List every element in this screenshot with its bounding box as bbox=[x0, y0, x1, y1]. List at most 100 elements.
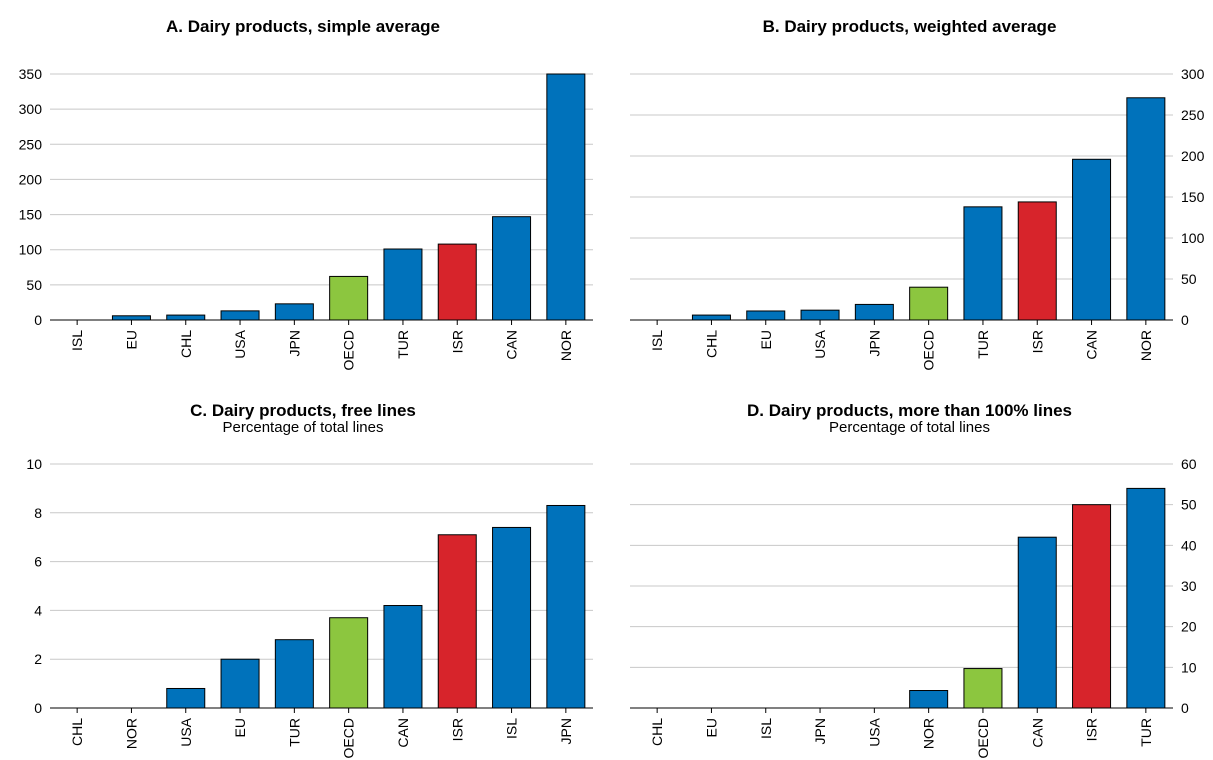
panel-b-chart: 0 50 100 150 200 250 300 ISL CHL EU USA JPN OECD TUR I… bbox=[630, 66, 1205, 370]
x-tick-label-nor: NOR bbox=[558, 330, 574, 361]
y-tick-label: 4 bbox=[34, 602, 42, 618]
bar-jpn bbox=[546, 504, 586, 709]
y-tick-label: 300 bbox=[1181, 66, 1205, 82]
bar-can bbox=[1072, 158, 1112, 321]
x-tick-label-isl: ISL bbox=[758, 718, 774, 739]
x-tick-label-jpn: JPN bbox=[866, 330, 882, 356]
x-tick-label-eu: EU bbox=[758, 330, 774, 349]
panel-a-chart: 0 50 100 150 200 250 300 350 ISL EU CHL USA JPN OECD T… bbox=[19, 66, 593, 370]
x-tick-label-chl: CHL bbox=[649, 718, 665, 746]
x-tick-label-chl: CHL bbox=[703, 330, 719, 358]
x-tick-label-jpn: JPN bbox=[286, 330, 302, 356]
x-tick-label-chl: CHL bbox=[69, 718, 85, 746]
x-tick-label-can: CAN bbox=[1084, 330, 1100, 360]
y-tick-label: 200 bbox=[1181, 148, 1205, 164]
bar-tur bbox=[1126, 487, 1166, 709]
x-tick-label-tur: TUR bbox=[286, 718, 302, 747]
panel-d-subtitle: Percentage of total lines bbox=[829, 419, 990, 436]
panel-d: D. Dairy products, more than 100% lines … bbox=[606, 380, 1213, 760]
bar-isl bbox=[492, 526, 532, 709]
bar-oecd bbox=[963, 668, 1003, 709]
x-tick-label-can: CAN bbox=[1029, 718, 1045, 748]
bar-isr bbox=[437, 243, 477, 321]
x-tick-label-isr: ISR bbox=[449, 330, 465, 353]
x-tick-label-chl: CHL bbox=[178, 330, 194, 358]
panel-c: C. Dairy products, free lines Percentage… bbox=[0, 380, 606, 760]
y-tick-label: 8 bbox=[34, 505, 42, 521]
bar-chl bbox=[166, 314, 206, 321]
y-tick-label: 6 bbox=[34, 554, 42, 570]
y-tick-label: 30 bbox=[1181, 578, 1197, 594]
y-tick-label: 60 bbox=[1181, 456, 1197, 472]
y-tick-label: 10 bbox=[26, 456, 42, 472]
x-tick-label-tur: TUR bbox=[1138, 718, 1154, 747]
x-tick-label-jpn: JPN bbox=[812, 718, 828, 744]
panel-b: B. Dairy products, weighted average 0 50 1… bbox=[606, 0, 1213, 380]
y-tick-label: 40 bbox=[1181, 537, 1197, 553]
x-tick-label-isl: ISL bbox=[649, 330, 665, 351]
bar-oecd bbox=[329, 275, 369, 321]
x-tick-label-isl: ISL bbox=[69, 330, 85, 351]
y-tick-label: 50 bbox=[26, 277, 42, 293]
y-tick-label: 0 bbox=[1181, 312, 1189, 328]
panel-c-title: C. Dairy products, free lines bbox=[190, 401, 416, 420]
x-tick-label-can: CAN bbox=[504, 330, 520, 360]
x-tick-label-oecd: OECD bbox=[341, 718, 357, 758]
y-tick-label: 250 bbox=[1181, 107, 1205, 123]
x-tick-label-usa: USA bbox=[178, 717, 194, 746]
x-tick-label-usa: USA bbox=[232, 329, 248, 358]
x-tick-label-usa: USA bbox=[866, 717, 882, 746]
y-tick-label: 100 bbox=[19, 242, 43, 258]
y-tick-label: 0 bbox=[34, 312, 42, 328]
x-tick-label-jpn: JPN bbox=[558, 718, 574, 744]
y-tick-label: 10 bbox=[1181, 659, 1197, 675]
panel-b-title: B. Dairy products, weighted average bbox=[762, 17, 1057, 36]
y-tick-label: 300 bbox=[19, 101, 43, 117]
x-tick-label-nor: NOR bbox=[1138, 330, 1154, 361]
bar-eu bbox=[220, 658, 260, 709]
bar-jpn bbox=[854, 303, 894, 321]
x-tick-label-tur: TUR bbox=[975, 330, 991, 359]
bar-oecd bbox=[909, 286, 949, 321]
panel-c-chart: 0 2 4 6 8 10 CHL NOR USA EU TUR OECD CAN ISR ISL JPN bbox=[26, 456, 593, 758]
y-tick-label: 250 bbox=[19, 136, 43, 152]
bar-eu bbox=[746, 310, 786, 321]
bar-isr bbox=[437, 534, 477, 709]
x-tick-label-eu: EU bbox=[232, 718, 248, 737]
x-tick-label-isr: ISR bbox=[449, 718, 465, 741]
panel-d-title: D. Dairy products, more than 100% lines bbox=[747, 401, 1072, 420]
bar-isr bbox=[1072, 504, 1112, 709]
x-tick-label-oecd: OECD bbox=[975, 718, 991, 758]
x-tick-label-isl: ISL bbox=[504, 718, 520, 739]
y-tick-label: 50 bbox=[1181, 271, 1197, 287]
y-tick-label: 0 bbox=[34, 700, 42, 716]
bar-isr bbox=[1017, 201, 1057, 321]
x-tick-label-eu: EU bbox=[123, 330, 139, 349]
bar-jpn bbox=[274, 303, 314, 321]
bar-usa bbox=[166, 687, 206, 709]
bar-tur bbox=[383, 248, 423, 321]
bar-oecd bbox=[329, 617, 369, 709]
x-tick-label-oecd: OECD bbox=[341, 330, 357, 370]
x-tick-label-nor: NOR bbox=[123, 718, 139, 749]
bar-can bbox=[383, 605, 423, 709]
bar-usa bbox=[800, 309, 840, 321]
x-tick-label-isr: ISR bbox=[1029, 330, 1045, 353]
x-tick-label-usa: USA bbox=[812, 329, 828, 358]
bar-nor bbox=[546, 73, 586, 321]
y-tick-label: 200 bbox=[19, 171, 43, 187]
bar-nor bbox=[1126, 97, 1166, 321]
y-tick-label: 150 bbox=[19, 207, 43, 223]
panel-d-chart: 0 10 20 30 40 50 60 CHL EU ISL JPN USA NOR OECD CAN ISR… bbox=[630, 456, 1197, 758]
x-tick-label-oecd: OECD bbox=[921, 330, 937, 370]
bar-chl bbox=[691, 314, 731, 321]
bar-tur bbox=[963, 206, 1003, 321]
y-tick-label: 100 bbox=[1181, 230, 1205, 246]
panel-c-subtitle: Percentage of total lines bbox=[222, 419, 384, 436]
x-tick-label-nor: NOR bbox=[921, 718, 937, 749]
bar-eu bbox=[111, 315, 151, 321]
panel-a: A. Dairy products, simple average 0 50 100… bbox=[0, 0, 606, 380]
y-tick-label: 0 bbox=[1181, 700, 1189, 716]
y-tick-label: 20 bbox=[1181, 619, 1197, 635]
bar-usa bbox=[220, 310, 260, 321]
